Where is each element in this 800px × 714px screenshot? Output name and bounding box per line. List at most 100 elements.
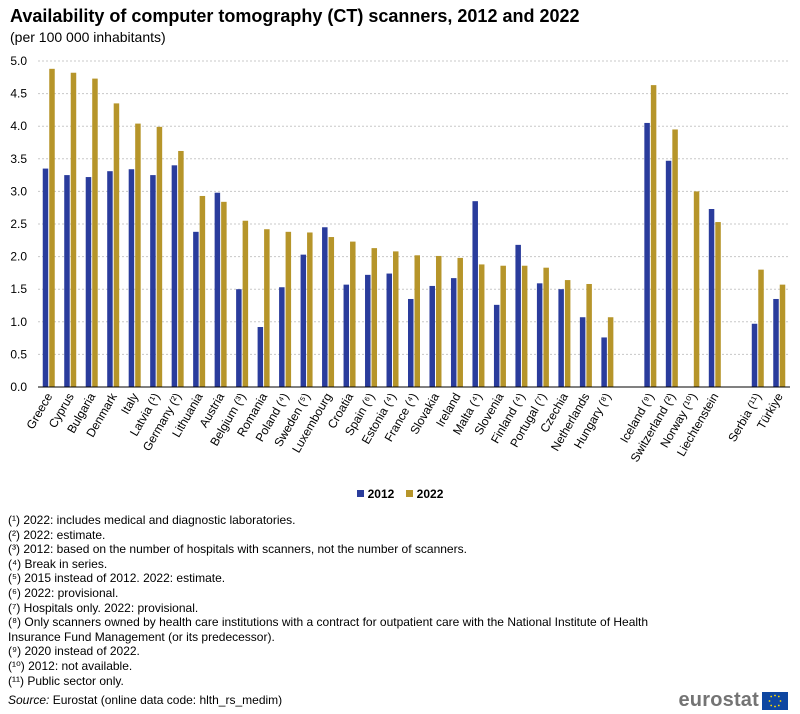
bar-2012 (171, 165, 178, 387)
legend: 2012 2022 (0, 486, 800, 501)
bar-2012 (214, 192, 221, 387)
bar-2022 (135, 123, 141, 387)
y-tick-label: 2.0 (10, 250, 27, 264)
bar-chart: 0.00.51.01.52.02.53.03.54.04.55.0GreeceC… (10, 54, 790, 464)
bar-2012 (128, 169, 135, 387)
bar-2012 (279, 287, 285, 387)
footnote: (⁷) Hospitals only. 2022: provisional. (8, 600, 199, 615)
eu-flag-icon (762, 691, 788, 710)
bar-2022 (779, 284, 786, 387)
y-tick-label: 3.5 (10, 152, 27, 166)
bar-2022 (350, 241, 356, 387)
bar-2012 (708, 209, 715, 387)
legend-item-2012: 2012 (356, 486, 395, 501)
y-tick-label: 2.5 (10, 217, 27, 231)
bar-2012 (322, 227, 328, 387)
bar-2022 (543, 267, 549, 387)
bar-2022 (285, 231, 292, 387)
bar-2012 (429, 285, 435, 387)
footnote: (⁸) Only scanners owned by health care i… (8, 615, 649, 644)
bar-2012 (408, 298, 414, 387)
y-tick-label: 0.0 (10, 380, 27, 394)
bar-2022 (307, 232, 313, 387)
bar-2022 (435, 255, 442, 387)
legend-label-2012: 2012 (367, 486, 395, 501)
footnote: (⁵) 2015 instead of 2012. 2022: estimate… (8, 571, 226, 586)
bar-2022 (199, 195, 206, 387)
y-tick-label: 0.5 (10, 347, 27, 361)
bar-2022 (156, 126, 163, 388)
bar-2012 (773, 298, 779, 387)
y-tick-label: 4.0 (10, 119, 27, 133)
legend-swatch-2012 (356, 490, 364, 497)
logo-text: eurostat (678, 689, 759, 711)
bar-2022 (393, 251, 399, 387)
bar-2012 (107, 171, 113, 387)
bar-2012 (193, 231, 199, 387)
y-tick-label: 1.0 (10, 315, 27, 329)
bar-2022 (92, 78, 98, 387)
footnote: (⁴) Break in series. (8, 556, 108, 571)
bar-2012 (450, 278, 457, 387)
bar-2022 (264, 229, 270, 387)
bar-2022 (371, 248, 378, 387)
footnote: (¹¹) Public sector only. (8, 673, 124, 688)
bar-2022 (607, 317, 614, 387)
legend-label-2022: 2022 (416, 486, 444, 501)
eurostat-logo: eurostat (678, 689, 788, 712)
bar-2022 (70, 72, 77, 388)
bar-2022 (414, 255, 420, 387)
bar-2022 (49, 68, 55, 387)
bar-2012 (343, 284, 350, 387)
bar-2022 (650, 85, 657, 388)
source-text: Eurostat (online data code: hlth_rs_medi… (52, 693, 283, 707)
bar-2012 (150, 175, 156, 387)
legend-item-2022: 2022 (405, 486, 444, 501)
bar-2022 (672, 129, 678, 387)
bar-2022 (586, 283, 592, 387)
y-tick-label: 1.5 (10, 282, 27, 296)
footnote: (⁹) 2020 instead of 2022. (8, 644, 140, 659)
bar-2022 (564, 280, 571, 387)
y-tick-label: 4.5 (10, 87, 27, 101)
bar-2012 (300, 254, 307, 387)
footnotes: (¹) 2022: includes medical and diagnosti… (8, 513, 668, 688)
bar-2012 (665, 160, 672, 387)
footnote: (¹) 2022: includes medical and diagnosti… (8, 513, 296, 527)
chart-title: Availability of computer tomography (CT)… (10, 6, 580, 26)
bar-2012 (85, 177, 92, 387)
bar-2012 (493, 304, 500, 387)
bar-2012 (536, 283, 543, 387)
bar-2022 (221, 201, 227, 387)
bar-2012 (751, 323, 758, 387)
bar-2022 (113, 103, 120, 387)
bar-2012 (472, 201, 478, 387)
bar-2022 (178, 150, 184, 387)
bar-2012 (64, 175, 70, 387)
bar-2012 (257, 327, 264, 387)
bar-2022 (715, 222, 721, 387)
source-note: Source: Eurostat (online data code: hlth… (8, 693, 282, 707)
footnote: (¹⁰) 2012: not available. (8, 658, 133, 673)
legend-swatch-2022 (405, 490, 413, 497)
chart-subtitle: (per 100 000 inhabitants) (10, 29, 166, 45)
bar-2022 (500, 265, 506, 387)
bar-2012 (644, 122, 650, 387)
bar-2022 (758, 269, 764, 387)
bar-2012 (558, 289, 564, 387)
bar-2022 (521, 265, 528, 387)
footnote: (³) 2012: based on the number of hospita… (8, 542, 467, 557)
bar-2022 (693, 191, 700, 387)
bar-2012 (515, 244, 521, 387)
y-tick-label: 5.0 (10, 54, 27, 68)
bar-2012 (601, 337, 607, 387)
bar-2022 (242, 220, 249, 387)
y-tick-label: 3.0 (10, 184, 27, 198)
bar-2022 (457, 257, 463, 387)
bar-2012 (365, 274, 371, 387)
bar-2012 (386, 273, 393, 387)
bar-2012 (236, 289, 242, 387)
footnote: (²) 2022: estimate. (8, 527, 106, 542)
bar-2012 (42, 168, 49, 387)
